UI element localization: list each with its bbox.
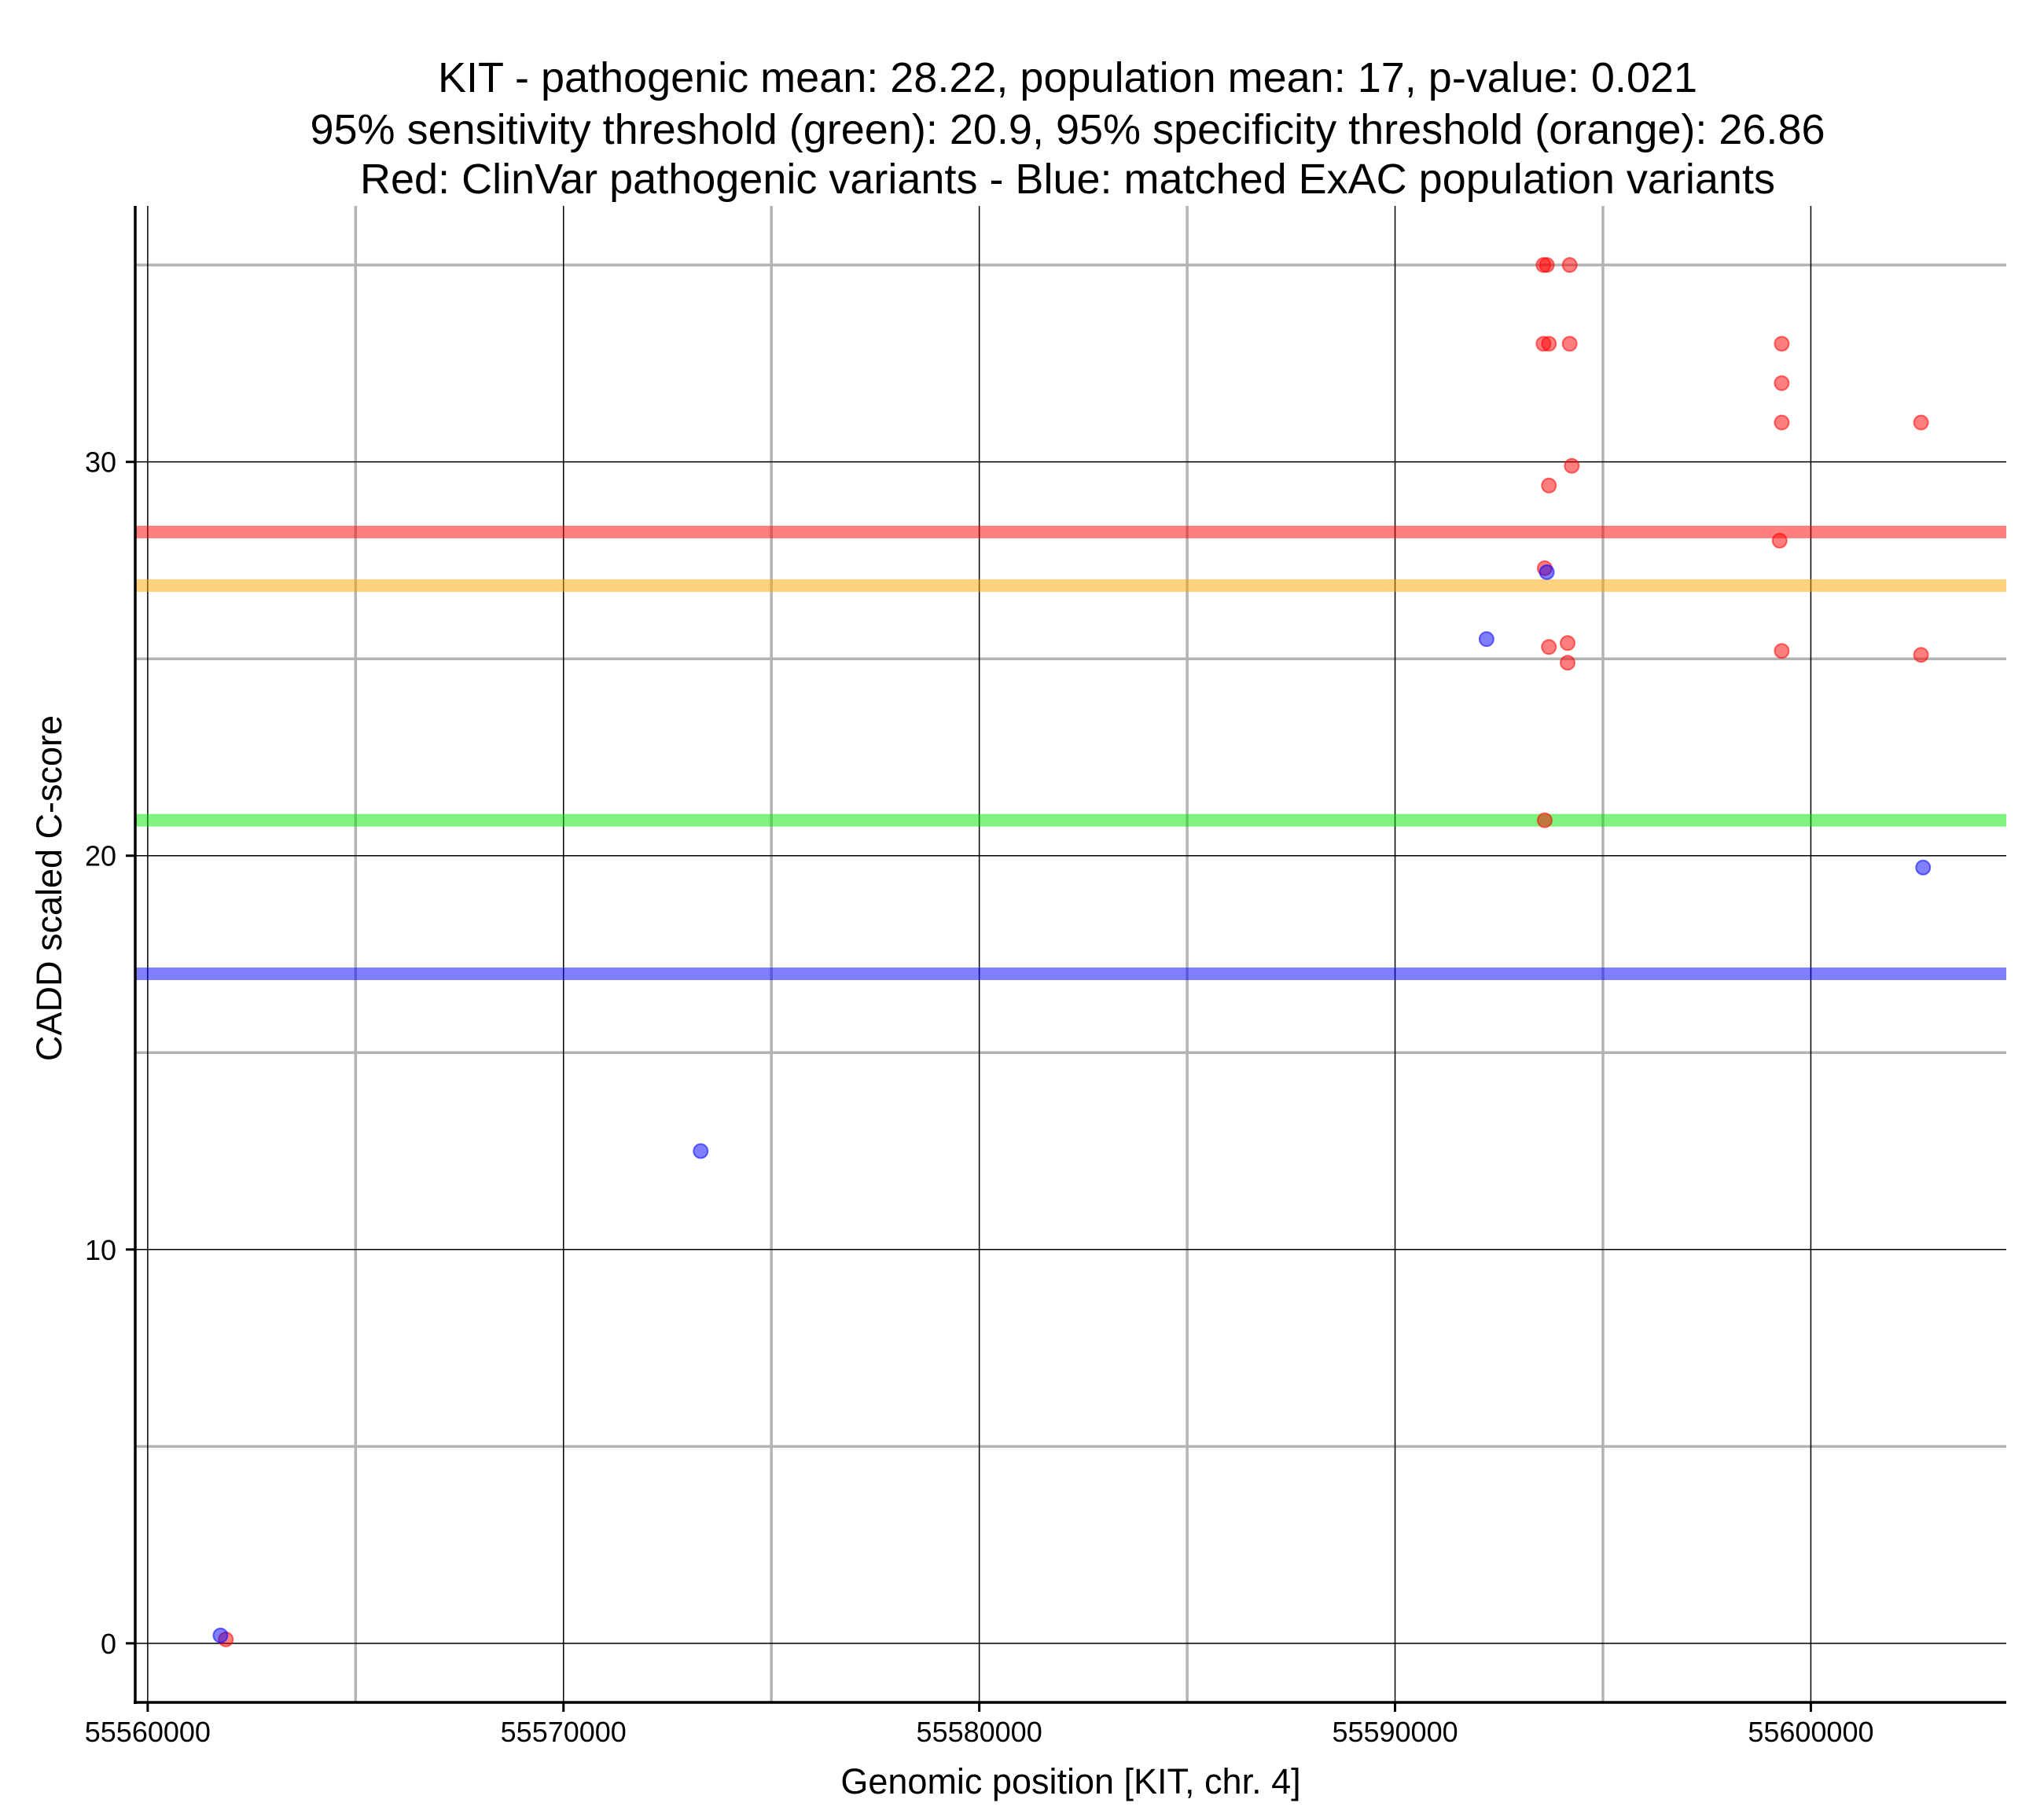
- y-tick-label: 10: [85, 1234, 116, 1266]
- data-point-s0-13: [1771, 532, 1788, 549]
- y-tick-label: 30: [85, 446, 116, 479]
- chart-title-line-3: Red: ClinVar pathogenic variants - Blue:…: [360, 156, 1775, 203]
- data-point-s0-9: [1774, 414, 1790, 431]
- y-axis-label: CADD scaled C-score: [29, 715, 69, 1061]
- y-axis-ticks: 0 10 20 30: [85, 446, 135, 1660]
- y-tick-label: 20: [85, 840, 116, 872]
- data-point-s0-11: [1564, 457, 1580, 474]
- data-point-s0-12: [1541, 477, 1557, 494]
- data-point-s0-7: [1774, 336, 1790, 352]
- data-point-s0-18: [1774, 643, 1790, 659]
- data-point-s0-6: [1561, 336, 1578, 352]
- data-point-s0-3: [1561, 257, 1578, 274]
- x-tick-label: 55570000: [501, 1716, 627, 1748]
- minor-gridlines: [135, 206, 2006, 1702]
- x-axis-label: Genomic position [KIT, chr. 4]: [840, 1761, 1300, 1801]
- chart-title-line-1: KIT - pathogenic mean: 28.22, population…: [438, 54, 1697, 101]
- axes: [134, 206, 2006, 1704]
- chart-title-line-2: 95% sensitivity threshold (green): 20.9,…: [310, 106, 1825, 153]
- x-tick-label: 55590000: [1332, 1716, 1458, 1748]
- data-point-s1-4: [1915, 859, 1932, 876]
- y-tick-label: 0: [101, 1628, 116, 1660]
- data-point-s0-10: [1913, 414, 1929, 431]
- x-tick-label: 55560000: [85, 1716, 211, 1748]
- x-tick-label: 55600000: [1748, 1716, 1873, 1748]
- data-point-s0-2: [1539, 257, 1555, 274]
- data-point-s0-5: [1541, 336, 1557, 352]
- data-point-s0-15: [1541, 639, 1557, 655]
- data-point-s0-16: [1560, 635, 1576, 652]
- x-tick-label: 55580000: [917, 1716, 1042, 1748]
- reference-lines: [135, 525, 2006, 981]
- data-point-s0-17: [1560, 655, 1576, 671]
- data-point-s0-19: [1913, 647, 1929, 663]
- chart-title: KIT - pathogenic mean: 28.22, population…: [310, 54, 1825, 203]
- x-axis-ticks: 55560000 55570000 55580000 55590000 55600000: [85, 1702, 1874, 1748]
- data-point-s1-1: [693, 1143, 709, 1159]
- data-point-s0-8: [1774, 375, 1790, 391]
- data-points: [212, 257, 1932, 1647]
- data-point-s1-2: [1478, 631, 1494, 648]
- data-point-s1-0: [212, 1627, 229, 1643]
- major-gridlines: [135, 206, 2006, 1702]
- data-point-s0-20: [1536, 812, 1553, 828]
- data-point-s1-3: [1539, 564, 1555, 580]
